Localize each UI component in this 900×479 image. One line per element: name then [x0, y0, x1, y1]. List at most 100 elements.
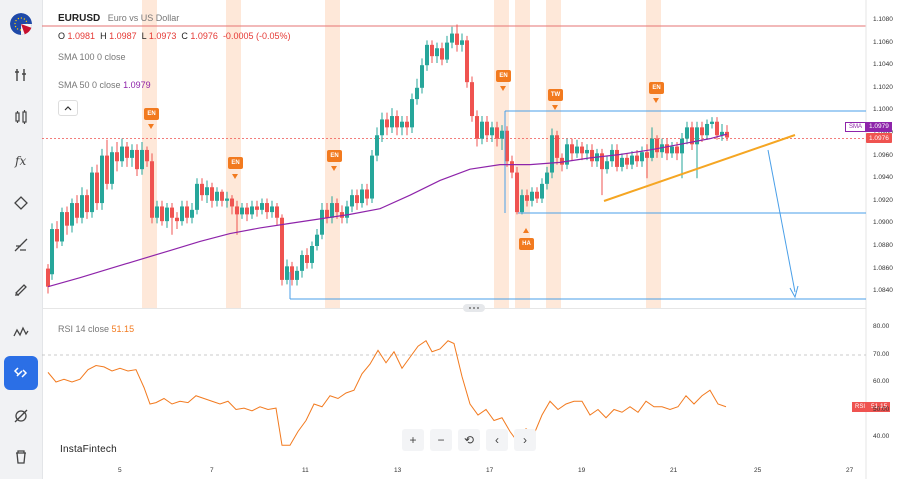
reset-chart-button[interactable]: ⟲	[458, 429, 480, 451]
high-value: 1.0987	[109, 31, 137, 41]
hide-drawings-icon[interactable]	[4, 399, 38, 433]
event-tag-en[interactable]: EN	[228, 157, 243, 169]
candle-body	[280, 217, 284, 280]
candle-body	[565, 144, 569, 165]
candle-body	[140, 149, 144, 170]
arrow-down-icon	[331, 166, 337, 171]
arrow-down-icon	[653, 98, 659, 103]
price-axis-label: 1.1020	[873, 83, 893, 91]
candle-body	[530, 191, 534, 201]
event-tag-en[interactable]: EN	[327, 150, 342, 162]
candle-body	[130, 149, 134, 158]
candle-type-icon[interactable]	[4, 58, 38, 92]
drawing-tools-icon[interactable]	[4, 186, 38, 220]
date-axis-label: 21	[670, 467, 678, 474]
zoom-out-button[interactable]: −	[430, 429, 452, 451]
scroll-left-button[interactable]: ‹	[486, 429, 508, 451]
pane-resize-handle[interactable]	[463, 304, 485, 312]
arrow-down-icon	[148, 124, 154, 129]
event-tag-en[interactable]: EN	[144, 108, 159, 120]
candle-body	[350, 195, 354, 207]
date-axis-label: 17	[486, 467, 494, 474]
arrow-down-icon	[232, 174, 238, 179]
candles-icon[interactable]	[4, 100, 38, 134]
candle-body	[305, 255, 309, 263]
change-value: -0.0005 (-0.05%)	[222, 31, 291, 41]
arrow-down-icon	[552, 105, 558, 110]
candle-body	[200, 183, 204, 196]
close-value: 1.0976	[190, 31, 218, 41]
candle-body	[375, 135, 379, 156]
candle-body	[720, 131, 724, 136]
pane-divider	[43, 308, 866, 309]
event-tag-tw[interactable]: TW	[548, 89, 563, 101]
event-tag-en[interactable]: EN	[496, 70, 511, 82]
candle-body	[370, 155, 374, 199]
candle-body	[420, 65, 424, 88]
price-axis-label: 1.0960	[873, 151, 893, 159]
candle-body	[675, 146, 679, 154]
candle-body	[145, 149, 149, 162]
scroll-right-button[interactable]: ›	[514, 429, 536, 451]
candle-body	[110, 152, 114, 184]
candle-body	[265, 203, 269, 213]
candle-body	[500, 130, 504, 139]
candle-body	[585, 149, 589, 154]
candle-body	[570, 144, 574, 154]
patterns-icon[interactable]	[4, 314, 38, 348]
sma100-legend[interactable]: SMA 100 0 close	[58, 52, 126, 62]
sma50-value: 1.0979	[123, 80, 151, 90]
sma50-legend[interactable]: SMA 50 0 close 1.0979	[58, 80, 151, 90]
candle-body	[285, 266, 289, 280]
candle-body	[225, 198, 229, 201]
rsi-value: 51.15	[111, 324, 135, 334]
projection-arrow-line	[767, 149, 796, 293]
sma100-label: SMA 100 0 close	[58, 52, 126, 62]
candle-body	[400, 121, 404, 128]
candle-body	[195, 183, 199, 210]
eu-flag-icon[interactable]	[10, 13, 32, 35]
candle-body	[275, 206, 279, 218]
event-band	[515, 0, 530, 308]
candle-body	[645, 152, 649, 158]
candle-body	[620, 157, 624, 167]
candle-body	[160, 206, 164, 222]
event-tag-en[interactable]: EN	[649, 82, 664, 94]
candle-body	[630, 155, 634, 165]
left-toolbar: fx	[0, 0, 43, 479]
rsi-legend[interactable]: RSI 14 close 51.15	[58, 324, 134, 334]
collapse-legend-button[interactable]	[58, 100, 78, 116]
candle-body	[490, 127, 494, 136]
rsi-line	[47, 340, 727, 446]
candle-body	[90, 172, 94, 213]
candle-body	[60, 212, 64, 242]
candle-body	[135, 149, 139, 170]
brush-icon[interactable]	[4, 271, 38, 305]
candle-body	[435, 48, 439, 57]
candle-body	[505, 130, 509, 162]
rsi-axis-label: 50.00	[873, 405, 890, 413]
zoom-in-button[interactable]: +	[402, 429, 424, 451]
low-label: L	[141, 31, 147, 41]
candle-body	[705, 123, 709, 136]
date-axis-label: 25	[754, 467, 762, 474]
magnet-icon[interactable]	[4, 356, 38, 390]
candle-body	[205, 187, 209, 196]
candle-body	[355, 195, 359, 204]
event-tag-ha[interactable]: HA	[519, 238, 534, 250]
delete-all-icon[interactable]	[4, 440, 38, 474]
watermark-logo: InstaFintech	[60, 444, 117, 455]
candle-body	[65, 212, 69, 226]
fibonacci-icon[interactable]	[4, 228, 38, 262]
candle-body	[540, 183, 544, 199]
candle-body	[70, 203, 74, 226]
candle-body	[430, 44, 434, 57]
candle-body	[320, 209, 324, 235]
candle-body	[95, 172, 99, 204]
price-axis-label: 1.0860	[873, 264, 893, 272]
indicators-icon[interactable]: fx	[4, 143, 38, 177]
sma-tag-key: SMA	[845, 122, 867, 132]
candle-body	[700, 127, 704, 136]
candle-body	[410, 99, 414, 128]
